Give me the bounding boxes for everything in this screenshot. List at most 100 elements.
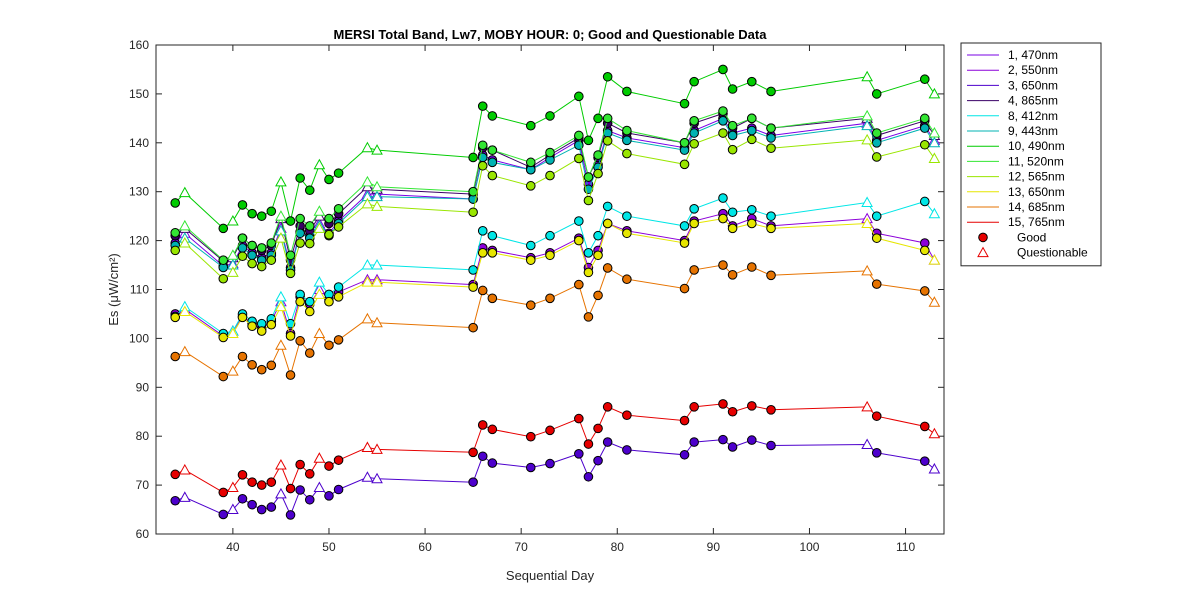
data-point-good <box>266 255 277 265</box>
data-point-good <box>583 312 594 322</box>
data-point-good <box>333 292 344 302</box>
legend-marker-good <box>978 232 988 243</box>
data-point-questionable <box>313 288 326 299</box>
data-point-good <box>218 371 229 382</box>
data-point-good <box>766 223 776 234</box>
data-point-questionable <box>928 296 941 307</box>
y-tick-label: 150 <box>129 87 149 101</box>
data-point-good <box>574 91 584 102</box>
data-point-good <box>718 434 728 445</box>
data-point-good <box>247 321 257 331</box>
data-point-good <box>285 268 296 279</box>
data-point-good <box>583 267 594 278</box>
data-point-good <box>218 255 229 265</box>
data-point-good <box>237 351 248 362</box>
data-point-good <box>727 144 738 155</box>
data-point-good <box>237 233 248 243</box>
data-point-good <box>919 245 930 256</box>
data-point-good <box>487 145 498 155</box>
data-point-good <box>747 204 757 215</box>
data-point-good <box>468 447 478 458</box>
data-point-questionable <box>928 462 941 474</box>
data-point-good <box>247 477 257 487</box>
data-point-questionable <box>861 438 873 450</box>
data-point-good <box>574 235 584 246</box>
data-point-good <box>718 106 728 116</box>
data-point-good <box>871 233 882 243</box>
data-point-good <box>574 449 584 459</box>
data-point-good <box>304 221 315 231</box>
legend-entry: 2, 550nm <box>1008 63 1058 77</box>
data-point-good <box>727 207 738 218</box>
series-10 <box>170 260 941 382</box>
data-point-good <box>304 306 315 317</box>
data-point-good <box>237 493 248 504</box>
legend-entry: Questionable <box>1017 246 1088 260</box>
data-point-good <box>237 251 248 262</box>
data-point-good <box>247 360 257 370</box>
data-point-good <box>871 448 882 458</box>
data-point-questionable <box>275 339 287 350</box>
data-point-good <box>747 401 757 411</box>
data-point-good <box>871 152 882 162</box>
data-point-questionable <box>313 222 326 233</box>
data-point-good <box>718 64 728 75</box>
data-point-good <box>747 262 757 272</box>
data-point-good <box>583 195 594 206</box>
data-point-good <box>622 125 632 136</box>
data-point-good <box>237 470 248 480</box>
data-point-good <box>256 480 267 490</box>
data-point-good <box>247 240 257 251</box>
data-point-good <box>602 402 613 412</box>
data-point-good <box>727 223 738 234</box>
data-point-questionable <box>861 400 873 412</box>
legend-entry: 4, 865nm <box>1008 94 1058 108</box>
data-point-questionable <box>928 126 941 138</box>
data-point-good <box>333 222 344 232</box>
data-point-questionable <box>275 300 287 312</box>
data-point-good <box>256 261 267 272</box>
data-point-questionable <box>275 232 287 243</box>
data-point-good <box>266 502 277 512</box>
data-point-questionable <box>861 70 873 82</box>
data-point-good <box>718 399 728 409</box>
data-point-good <box>593 250 603 261</box>
data-point-good <box>218 487 229 498</box>
data-point-good <box>718 193 728 203</box>
data-point-questionable <box>275 487 287 499</box>
data-point-good <box>689 76 699 87</box>
data-point-good <box>593 423 603 434</box>
data-point-good <box>285 250 296 261</box>
data-point-good <box>170 495 181 506</box>
data-point-questionable <box>313 327 326 339</box>
data-point-good <box>593 290 603 301</box>
data-point-good <box>525 300 536 310</box>
x-axis-label: Sequential Day <box>506 568 595 583</box>
data-point-good <box>679 449 690 460</box>
data-point-good <box>477 248 488 258</box>
data-point-questionable <box>178 305 191 317</box>
data-point-good <box>324 461 334 471</box>
data-point-questionable <box>313 452 326 463</box>
legend-entry: 11, 520nm <box>1008 154 1064 168</box>
data-point-good <box>545 293 555 304</box>
data-point-good <box>477 160 488 171</box>
data-point-good <box>727 130 738 141</box>
data-point-questionable <box>361 312 374 324</box>
data-point-questionable <box>178 345 191 357</box>
data-point-good <box>256 211 267 221</box>
data-point-good <box>689 115 699 126</box>
data-point-good <box>689 204 699 214</box>
data-point-good <box>333 484 344 495</box>
data-point-good <box>871 138 882 148</box>
data-point-good <box>468 265 478 275</box>
data-point-questionable <box>178 237 191 248</box>
data-point-questionable <box>313 481 326 493</box>
data-point-questionable <box>227 249 239 260</box>
data-point-good <box>919 113 930 124</box>
y-tick-label: 130 <box>129 185 149 199</box>
legend-entry: 10, 490nm <box>1008 139 1065 153</box>
y-tick-label: 100 <box>129 331 149 345</box>
data-point-good <box>324 296 334 307</box>
data-point-good <box>468 207 478 218</box>
